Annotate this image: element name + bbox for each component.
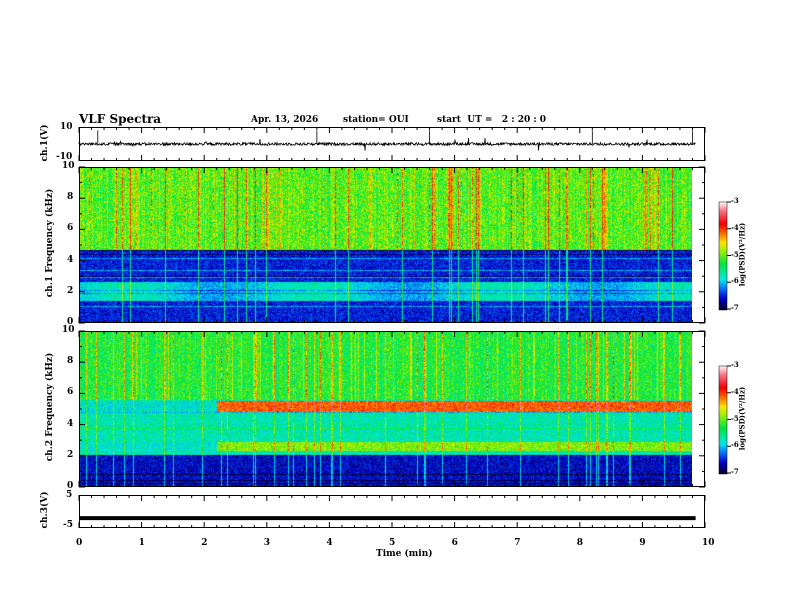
x-tick-label: 7	[514, 538, 521, 548]
ch3-ytick-bottom: -5	[63, 520, 73, 530]
ch3-ytick-top: 5	[66, 490, 73, 500]
spectrogram-ytick-label: 2	[67, 285, 74, 296]
spectrogram-ytick-label: 0	[67, 317, 74, 327]
ch1-colorbar	[719, 202, 727, 310]
x-tick-label: 8	[576, 538, 584, 548]
spectrogram-ytick-label: 10	[62, 161, 75, 171]
x-axis-label: Time (min)	[376, 549, 433, 559]
ch2-spectrogram-image	[79, 331, 692, 486]
colorbar-tick-label: -7	[731, 467, 739, 476]
colorbar-tick-label: -7	[731, 303, 739, 312]
spectrogram-ytick-label: 2	[67, 449, 74, 460]
x-tick-label: 2	[201, 538, 208, 548]
ch2-colorbar	[719, 366, 727, 474]
spectrogram-ytick-label: 4	[67, 418, 74, 429]
spectrogram-ytick-label: 0	[67, 481, 74, 491]
figure-title: VLF Spectra	[79, 112, 162, 126]
x-tick-label: 9	[639, 538, 646, 548]
x-tick-label: 3	[263, 538, 271, 548]
colorbar-tick-label: -6	[731, 276, 739, 286]
ch1-waveform-trace	[78, 130, 696, 151]
x-tick-label: 0	[76, 538, 83, 548]
x-tick-label: 10	[702, 538, 715, 548]
spectrogram-ytick-label: 8	[67, 192, 74, 203]
x-tick-label: 6	[451, 538, 458, 548]
spectrogram-ytick-label: 10	[62, 325, 75, 335]
colorbar-tick-label: -6	[731, 440, 739, 450]
colorbar-tick-label: -3	[731, 196, 739, 205]
colorbar-tick-label: -4	[731, 222, 739, 232]
spectrogram-ytick-label: 8	[67, 356, 74, 367]
x-tick-label: 5	[389, 538, 396, 548]
x-tick-label: 1	[138, 538, 145, 548]
colorbar-tick-label: -5	[731, 413, 739, 423]
ch1-ytick-bottom: -10	[56, 152, 73, 162]
start-time-label: start UT = 2 : 20 : 0	[437, 115, 547, 125]
colorbar-frame	[718, 365, 728, 475]
colorbar-frame	[718, 201, 728, 311]
date-label: Apr. 13, 2026	[251, 115, 319, 125]
colorbar-tick-label: -5	[731, 249, 739, 259]
spectrogram-ytick-label: 4	[67, 254, 74, 265]
spectrogram-ytick-label: 6	[67, 223, 74, 234]
x-tick-label: 4	[326, 538, 333, 548]
spectrogram-ytick-label: 6	[67, 387, 74, 398]
ch1-spectrogram-image	[79, 167, 692, 322]
colorbar-tick-label: -3	[731, 360, 739, 369]
ch1-ytick-top: 10	[60, 122, 73, 132]
station-label: station= OUI	[343, 115, 409, 125]
colorbar-tick-label: -4	[731, 386, 739, 396]
